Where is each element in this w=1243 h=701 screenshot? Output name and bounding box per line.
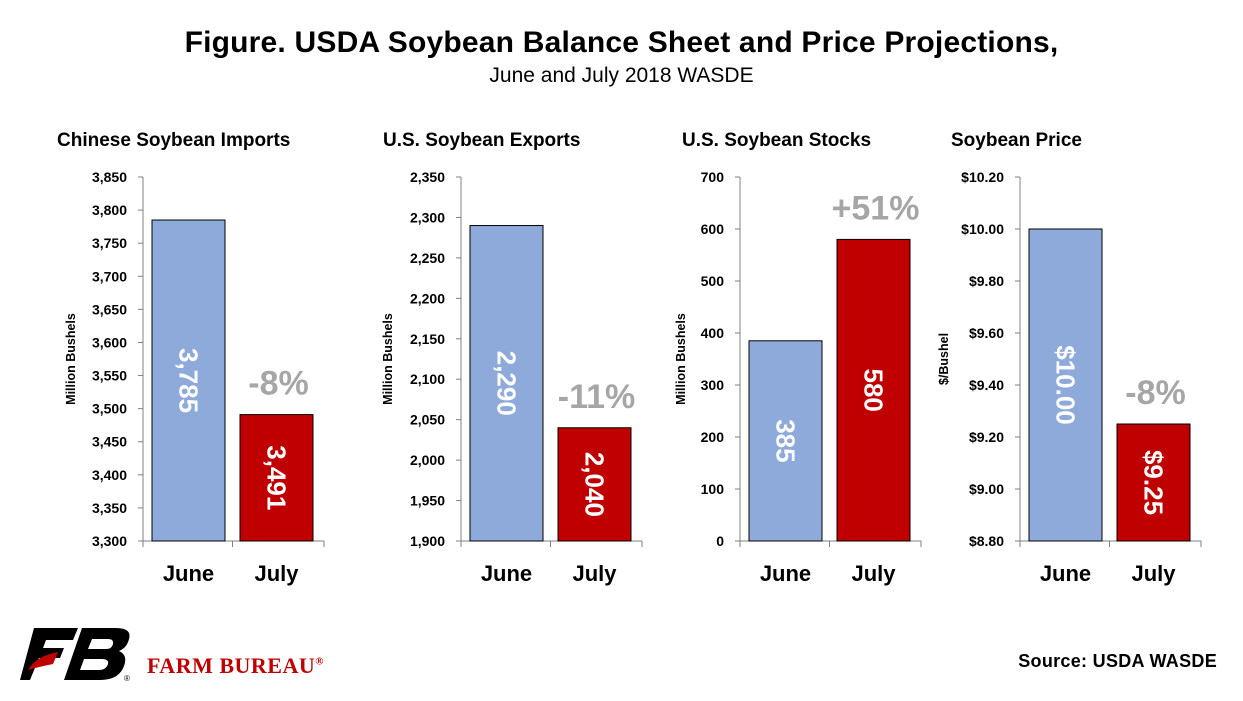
y-tick-label: 1,950 — [410, 493, 445, 509]
x-category-label: July — [254, 561, 299, 586]
source-note: Source: USDA WASDE — [1018, 651, 1217, 671]
farm-bureau-logo-icon: ® — [20, 626, 140, 687]
y-tick-label: 3,700 — [92, 268, 127, 284]
y-tick-label: 2,200 — [410, 290, 445, 306]
bar-july — [1116, 423, 1191, 542]
bar-july — [557, 427, 632, 542]
change-percent-label: -11% — [558, 378, 636, 416]
y-axis-label: Million Bushels — [381, 313, 395, 405]
y-tick-label: 2,300 — [410, 209, 445, 225]
y-tick-label: $9.60 — [969, 325, 1004, 341]
y-tick-label: 2,350 — [410, 169, 445, 185]
data-label-june: 385 — [771, 419, 801, 462]
y-tick-label: 3,800 — [92, 202, 127, 218]
y-tick-label: 600 — [701, 221, 725, 237]
data-label-june: $10.00 — [1051, 345, 1081, 425]
y-tick-label: 700 — [701, 169, 725, 185]
data-label-june: 2,290 — [492, 351, 522, 416]
y-tick-label: 400 — [701, 325, 725, 341]
y-tick-label: 2,250 — [410, 250, 445, 266]
bar-july — [239, 414, 314, 542]
y-tick-label: 200 — [701, 429, 725, 445]
y-tick-label: 3,300 — [92, 533, 127, 549]
y-tick-label: $9.00 — [969, 481, 1004, 497]
y-tick-label: 3,650 — [92, 301, 127, 317]
data-label-july: 580 — [859, 369, 889, 412]
x-category-label: June — [163, 561, 214, 586]
y-tick-label: $10.20 — [961, 169, 1004, 185]
y-tick-label: $9.80 — [969, 273, 1004, 289]
x-category-label: June — [760, 561, 811, 586]
panel-title: Soybean Price — [951, 130, 1082, 151]
change-percent-label: -8% — [248, 365, 308, 403]
y-axis-label: Million Bushels — [674, 313, 688, 405]
y-tick-label: 3,550 — [92, 368, 127, 384]
y-tick-label: $8.80 — [969, 533, 1004, 549]
y-tick-label: 3,750 — [92, 235, 127, 251]
y-tick-label: 3,850 — [92, 169, 127, 185]
bar-june — [469, 225, 544, 542]
y-tick-label: 100 — [701, 481, 725, 497]
y-tick-label: 3,400 — [92, 467, 127, 483]
x-category-label: June — [481, 561, 532, 586]
figure-subtitle: June and July 2018 WASDE — [489, 64, 754, 87]
y-tick-label: 3,500 — [92, 401, 127, 417]
figure-title: Figure. USDA Soybean Balance Sheet and P… — [184, 26, 1059, 59]
bar-june — [151, 219, 226, 542]
panel-title: U.S. Soybean Stocks — [682, 130, 871, 151]
panel-title: Chinese Soybean Imports — [57, 130, 290, 151]
y-tick-label: $10.00 — [961, 221, 1004, 237]
y-tick-label: 2,000 — [410, 452, 445, 468]
y-tick-label: 2,050 — [410, 412, 445, 428]
brand-text: FARM BUREAU — [147, 653, 316, 678]
y-tick-label: 2,150 — [410, 331, 445, 347]
data-label-july: 3,491 — [262, 445, 292, 510]
change-percent-label: -8% — [1125, 374, 1185, 412]
x-category-label: July — [1131, 561, 1176, 586]
bar-july — [836, 238, 911, 542]
change-percent-label: +51% — [832, 189, 920, 227]
y-tick-label: $9.20 — [969, 429, 1004, 445]
y-tick-label: 300 — [701, 377, 725, 393]
y-tick-label: 0 — [716, 533, 724, 549]
bar-june — [748, 340, 823, 542]
bar-june — [1028, 228, 1103, 542]
x-category-label: July — [572, 561, 617, 586]
data-label-july: $9.25 — [1139, 450, 1169, 515]
y-tick-label: 1,900 — [410, 533, 445, 549]
y-tick-label: $9.40 — [969, 377, 1004, 393]
x-category-label: June — [1040, 561, 1091, 586]
y-tick-label: 500 — [701, 273, 725, 289]
y-axis-label: $/Bushel — [937, 333, 951, 385]
x-category-label: July — [851, 561, 896, 586]
y-tick-label: 3,600 — [92, 334, 127, 350]
svg-text:®: ® — [124, 674, 130, 682]
y-tick-label: 3,350 — [92, 500, 127, 516]
panel-title: U.S. Soybean Exports — [383, 130, 580, 151]
y-tick-label: 3,450 — [92, 434, 127, 450]
y-tick-label: 2,100 — [410, 371, 445, 387]
brand-name: FARM BUREAU® — [147, 653, 324, 679]
y-axis-label: Million Bushels — [64, 313, 78, 405]
data-label-july: 2,040 — [580, 452, 610, 517]
data-label-june: 3,785 — [174, 348, 204, 413]
brand-registered-mark: ® — [315, 655, 324, 668]
